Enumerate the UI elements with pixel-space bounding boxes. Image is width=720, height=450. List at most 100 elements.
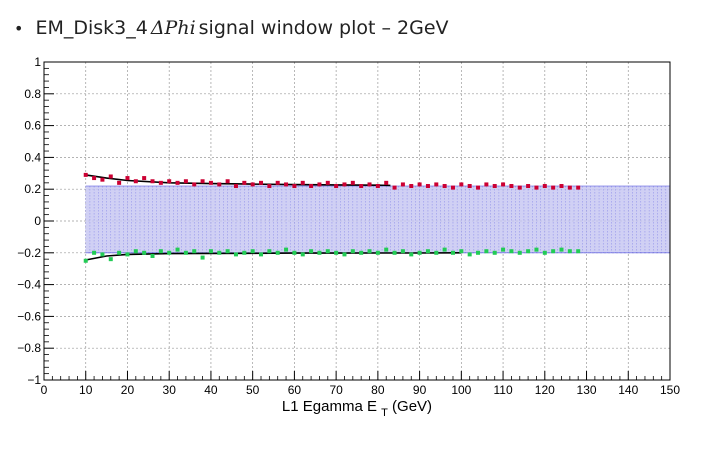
lower-data-point xyxy=(242,250,247,255)
lower-data-point xyxy=(325,249,330,254)
lower-data-point xyxy=(392,250,397,255)
lower-data-point xyxy=(175,247,180,252)
upper-data-point xyxy=(309,184,314,189)
lower-data-point xyxy=(183,250,188,255)
y-tick-label: −0.6 xyxy=(17,309,41,323)
upper-data-point xyxy=(334,184,339,189)
lower-data-point xyxy=(342,252,347,257)
lower-data-point xyxy=(542,250,547,255)
upper-data-point xyxy=(442,184,447,189)
lower-data-point xyxy=(208,249,213,254)
fit-curves xyxy=(85,174,462,261)
upper-data-point xyxy=(409,184,414,189)
upper-data-point xyxy=(392,185,397,190)
upper-data-point xyxy=(275,180,280,185)
grid-lines xyxy=(44,62,670,380)
upper-data-point xyxy=(367,182,372,187)
lower-data-point xyxy=(275,250,280,255)
lower-data-point xyxy=(417,250,422,255)
lower-data-point xyxy=(359,250,364,255)
upper-data-point xyxy=(526,184,531,189)
upper-data-point xyxy=(150,179,155,184)
upper-data-point xyxy=(133,179,138,184)
lower-data-point xyxy=(442,247,447,252)
fit-curve-lower xyxy=(85,252,462,261)
x-tick-label: 150 xyxy=(660,383,680,397)
lower-data-point xyxy=(300,252,305,257)
x-tick-label: 30 xyxy=(163,383,177,397)
upper-data-point xyxy=(542,184,547,189)
y-tick-label: −0.8 xyxy=(17,341,41,355)
lower-data-point xyxy=(476,250,481,255)
x-tick-label: 80 xyxy=(371,383,385,397)
upper-data-point xyxy=(183,179,188,184)
upper-data-point xyxy=(208,180,213,185)
upper-data-point xyxy=(459,182,464,187)
bullet: • xyxy=(14,18,24,38)
y-tick-label: −0.4 xyxy=(17,278,41,292)
upper-data-point xyxy=(108,174,113,179)
y-tick-label: 0 xyxy=(34,214,41,228)
title-variable: ΔPhi xyxy=(150,17,196,39)
upper-data-point xyxy=(225,179,230,184)
x-tick-label: 70 xyxy=(329,383,343,397)
y-tick-label: 0.6 xyxy=(24,119,41,133)
lower-data-point xyxy=(233,252,238,257)
upper-data-point xyxy=(375,184,380,189)
upper-data-point xyxy=(476,185,481,190)
lower-data-point xyxy=(350,249,355,254)
axis-ticks: 0 10 20 30 40 50 60 70 80 90 100 110 120 130 140 150−1−… xyxy=(17,55,680,397)
lower-data-point xyxy=(217,250,222,255)
lower-data-point xyxy=(551,249,556,254)
title-text: EM_Disk3_4 ΔPhi signal window plot – 2Ge… xyxy=(35,17,448,39)
lower-data-point xyxy=(250,249,255,254)
lower-data-point xyxy=(559,247,564,252)
upper-data-point xyxy=(325,180,330,185)
x-tick-label: 60 xyxy=(288,383,302,397)
upper-data-point xyxy=(434,182,439,187)
upper-data-point xyxy=(384,180,389,185)
lower-data-point xyxy=(225,249,230,254)
upper-data-point xyxy=(92,176,97,181)
x-axis-label-main: L1 Egamma E xyxy=(282,398,377,415)
lower-data-point xyxy=(284,247,289,252)
x-axis-label-subscript: T xyxy=(381,407,388,419)
lower-data-point xyxy=(309,249,314,254)
upper-data-point xyxy=(117,180,122,185)
upper-data-point xyxy=(567,185,572,190)
lower-data-point xyxy=(526,249,531,254)
upper-data-point xyxy=(467,184,472,189)
y-tick-label: 0.2 xyxy=(24,182,41,196)
upper-data-point xyxy=(83,172,88,177)
upper-data-point xyxy=(100,177,105,182)
upper-data-point xyxy=(217,182,222,187)
lower-data-point xyxy=(534,247,539,252)
upper-data-point xyxy=(233,184,238,189)
lower-data-point xyxy=(125,252,130,257)
lower-data-point xyxy=(484,249,489,254)
signal-window-band xyxy=(85,185,671,254)
lower-data-point xyxy=(467,252,472,257)
upper-data-point xyxy=(576,185,581,190)
lower-data-point xyxy=(259,252,264,257)
slide-title: • EM_Disk3_4 ΔPhi signal window plot – 2… xyxy=(14,12,449,44)
lower-data-point xyxy=(133,249,138,254)
lower-data-point xyxy=(425,249,430,254)
lower-data-point xyxy=(434,250,439,255)
lower-data-point xyxy=(142,250,147,255)
title-prefix: EM_Disk3_4 xyxy=(35,17,148,39)
upper-data-point xyxy=(250,182,255,187)
lower-data-point xyxy=(92,250,97,255)
lower-data-point xyxy=(384,247,389,252)
title-suffix: signal window plot – 2GeV xyxy=(198,17,449,39)
lower-data-point xyxy=(167,250,172,255)
upper-data-point xyxy=(142,176,147,181)
y-tick-label: 0.4 xyxy=(24,150,41,164)
upper-data-point xyxy=(125,176,130,181)
x-tick-label: 100 xyxy=(451,383,471,397)
x-tick-label: 50 xyxy=(246,383,260,397)
x-tick-label: 140 xyxy=(618,383,638,397)
y-tick-label: 0.8 xyxy=(24,87,41,101)
upper-data-point xyxy=(350,180,355,185)
lower-data-point xyxy=(409,252,414,257)
